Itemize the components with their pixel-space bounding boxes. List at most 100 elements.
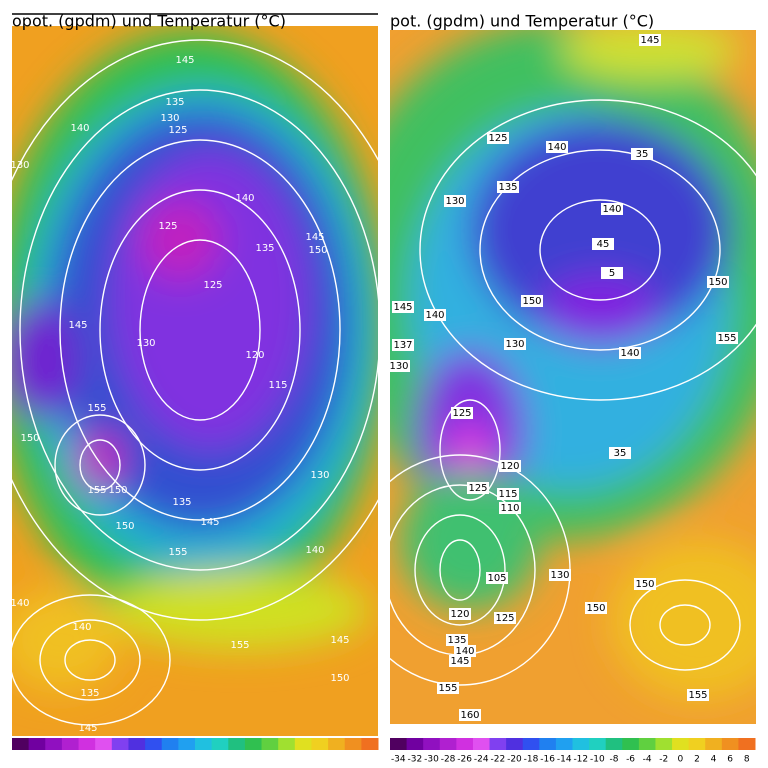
colorbar-swatch <box>12 738 30 750</box>
colorbar-swatch <box>145 738 163 750</box>
label-box <box>446 634 468 646</box>
temp-blob <box>560 30 740 80</box>
colorbar-swatch <box>506 738 524 750</box>
contour-label: 150 <box>708 277 727 288</box>
label-box <box>451 407 473 419</box>
contour-label: 155 <box>717 333 736 344</box>
colorbar-swatch <box>672 738 690 750</box>
contour-label: 135 <box>165 97 184 108</box>
contour-label: 137 <box>393 340 412 351</box>
label-box <box>499 460 521 472</box>
contour-line <box>439 399 501 501</box>
colorbar-swatch <box>111 738 129 750</box>
contour-label: 160 <box>460 710 479 721</box>
label-box <box>486 572 508 584</box>
label-box <box>497 488 519 500</box>
temp-blob <box>540 275 660 345</box>
contour-label: 110 <box>500 503 519 514</box>
contour-label: 145 <box>200 517 219 528</box>
contour-label: 155 <box>168 547 187 558</box>
label-box <box>467 482 489 494</box>
colorbar-swatch <box>423 738 441 750</box>
contour-label: 135 <box>498 182 517 193</box>
colorbar-swatch <box>228 738 246 750</box>
colorbar-swatch <box>244 738 263 750</box>
contour-label: 135 <box>255 243 274 254</box>
contour-label: 130 <box>10 160 29 171</box>
contour-label: 130 <box>445 196 464 207</box>
colorbar-label: -2 <box>659 755 668 765</box>
contour-label: 145 <box>450 656 469 667</box>
colorbar-label: -26 <box>457 755 472 765</box>
temp-blob <box>110 150 310 450</box>
contour-label: 130 <box>160 113 179 124</box>
contour-label: 125 <box>452 408 471 419</box>
colorbar-swatch <box>178 738 196 750</box>
contour-label: 155 <box>87 403 106 414</box>
left-map <box>12 26 378 736</box>
colorbar-label: -4 <box>643 755 652 765</box>
contour-line <box>12 39 378 621</box>
contour-line <box>414 514 506 626</box>
contour-line <box>539 199 661 301</box>
temp-blob <box>470 120 730 340</box>
label-box <box>449 608 471 620</box>
contour-label: 125 <box>158 221 177 232</box>
label-box <box>494 612 516 624</box>
contour-label: 135 <box>80 688 99 699</box>
left-title: opot. (gpdm) und Temperatur (°C) <box>12 12 286 31</box>
label-box <box>388 360 410 372</box>
contour-label: 125 <box>495 613 514 624</box>
contour-line <box>139 239 261 421</box>
colorbar-swatch <box>638 738 656 750</box>
contour-label: 140 <box>620 348 639 359</box>
colorbar-label: -18 <box>524 755 539 765</box>
colorbar-label: 0 <box>677 755 683 765</box>
colorbar-swatch <box>589 738 607 750</box>
colorbar-swatch <box>61 738 80 750</box>
label-box <box>392 301 414 313</box>
colorbar-swatch <box>78 738 96 750</box>
right-map <box>390 30 756 724</box>
contour-label: 155 <box>438 683 457 694</box>
contour-label: 45 <box>597 239 610 250</box>
contour-label: 140 <box>305 545 324 556</box>
label-box <box>449 655 471 667</box>
colorbar-label: -14 <box>557 755 572 765</box>
contour-label: 145 <box>175 55 194 66</box>
contour-label: 140 <box>72 622 91 633</box>
temp-blob <box>140 200 220 280</box>
contour-label: 135 <box>447 635 466 646</box>
contour-label: 135 <box>172 497 191 508</box>
label-box <box>634 578 656 590</box>
contour-label: 140 <box>455 646 474 657</box>
label-box <box>546 141 568 153</box>
label-box <box>631 148 653 160</box>
colorbar-swatch <box>439 738 457 750</box>
contour-line <box>629 579 741 671</box>
contour-label: 145 <box>78 723 97 734</box>
colorbar-label: -32 <box>408 755 423 765</box>
colorbar-swatch <box>195 738 213 750</box>
label-box <box>459 709 481 721</box>
colorbar-label: -6 <box>626 755 635 765</box>
colorbar-swatch <box>406 738 424 750</box>
contour-line <box>419 99 756 401</box>
colorbar-swatch <box>539 738 557 750</box>
label-box <box>487 132 509 144</box>
colorbar-label: -24 <box>474 755 489 765</box>
contour-label: 120 <box>450 609 469 620</box>
contour-line <box>64 639 116 681</box>
contour-label: 130 <box>310 470 329 481</box>
contour-label: 140 <box>547 142 566 153</box>
colorbar-swatch <box>605 738 623 750</box>
contour-line <box>59 139 341 521</box>
colorbar-label: -12 <box>573 755 588 765</box>
right-title: pot. (gpdm) und Temperatur (°C) <box>390 12 654 31</box>
colorbar-swatch <box>721 738 739 750</box>
colorbar-label: -16 <box>540 755 555 765</box>
contour-label: 150 <box>115 521 134 532</box>
contour-label: 145 <box>68 320 87 331</box>
colorbar-label: -8 <box>609 755 618 765</box>
contour-label: 125 <box>468 483 487 494</box>
